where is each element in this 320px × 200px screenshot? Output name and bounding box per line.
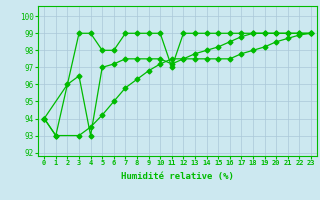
X-axis label: Humidité relative (%): Humidité relative (%) [121,172,234,181]
